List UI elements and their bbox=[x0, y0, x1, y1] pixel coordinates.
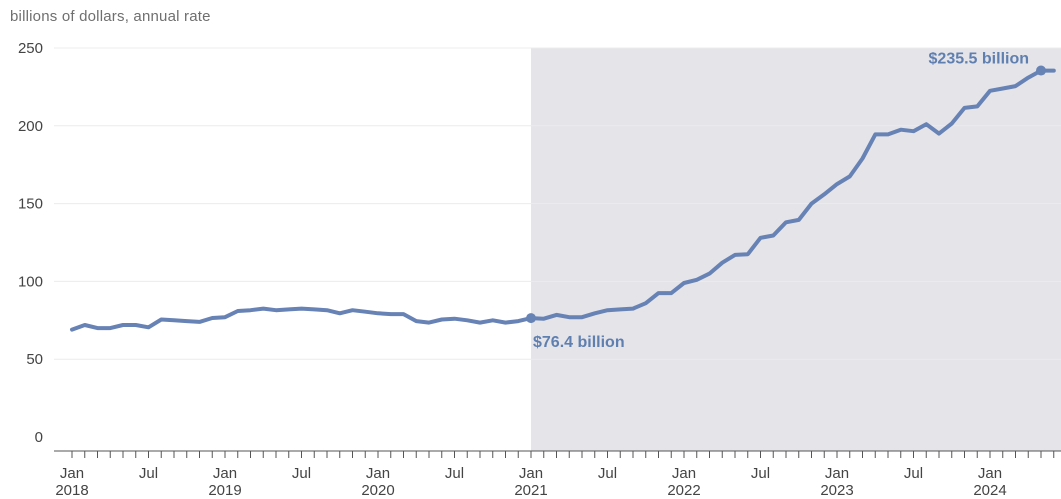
x-tick-year-label: 2018 bbox=[55, 482, 88, 499]
annotation-label: $76.4 billion bbox=[533, 334, 625, 351]
x-tick-year-label: 2024 bbox=[973, 482, 1006, 499]
x-tick-year-label: 2019 bbox=[208, 482, 241, 499]
x-tick-label: Jul bbox=[598, 465, 617, 482]
x-tick-year-label: 2022 bbox=[667, 482, 700, 499]
x-tick-label: Jul bbox=[904, 465, 923, 482]
y-tick-label: 150 bbox=[18, 196, 43, 213]
x-tick-label: Jul bbox=[445, 465, 464, 482]
y-tick-label: 100 bbox=[18, 273, 43, 290]
x-tick-label: Jan bbox=[978, 465, 1002, 482]
annotation-marker bbox=[1036, 66, 1046, 76]
x-tick-label: Jul bbox=[139, 465, 158, 482]
y-tick-label: 50 bbox=[26, 351, 43, 368]
x-tick-label: Jan bbox=[519, 465, 543, 482]
y-tick-label: 0 bbox=[35, 429, 43, 446]
x-tick-year-label: 2020 bbox=[361, 482, 394, 499]
x-tick-label: Jan bbox=[672, 465, 696, 482]
x-tick-year-label: 2023 bbox=[820, 482, 853, 499]
x-tick-label: Jan bbox=[60, 465, 84, 482]
x-tick-year-label: 2021 bbox=[514, 482, 547, 499]
x-tick-label: Jan bbox=[213, 465, 237, 482]
y-tick-label: 250 bbox=[18, 40, 43, 57]
y-tick-label: 200 bbox=[18, 118, 43, 135]
x-tick-label: Jul bbox=[292, 465, 311, 482]
shaded-region bbox=[531, 48, 1061, 451]
x-tick-label: Jan bbox=[825, 465, 849, 482]
x-tick-label: Jul bbox=[751, 465, 770, 482]
y-axis-ticks: 0 50 100 150 200 250 bbox=[18, 40, 43, 446]
x-tick-label: Jan bbox=[366, 465, 390, 482]
annotation-marker bbox=[526, 313, 536, 323]
annotation-label: $235.5 billion bbox=[929, 51, 1029, 68]
